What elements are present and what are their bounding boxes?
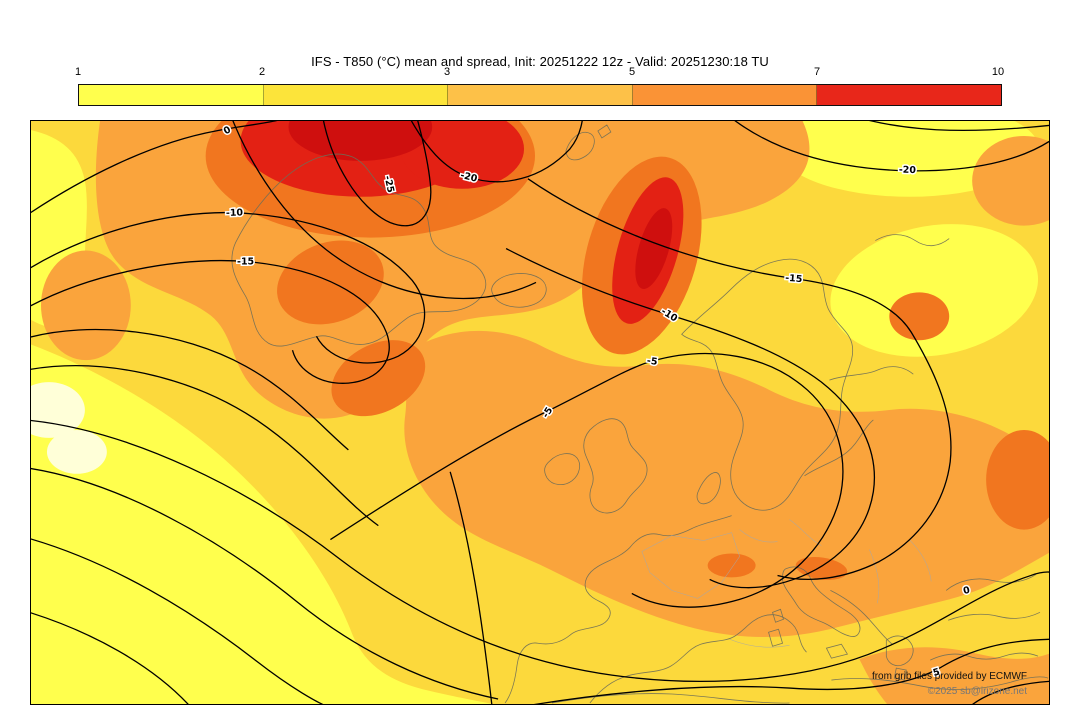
contour-label: -10 (226, 207, 244, 219)
colorbar-tick: 3 (443, 66, 451, 78)
colorbar-segment (263, 85, 449, 105)
attribution: from grib files provided by ECMWF ©2025 … (872, 670, 1027, 699)
chart-title: IFS - T850 (°C) mean and spread, Init: 2… (311, 54, 769, 69)
colorbar-tick: 7 (813, 66, 821, 78)
temperature-contours (31, 121, 1049, 704)
spread-shading (31, 121, 1049, 704)
colorbar-segment (79, 85, 264, 105)
colorbar (78, 84, 1002, 106)
attribution-copyright: ©2025 sb@irizone.net (927, 685, 1027, 697)
colorbar-tick-labels: 1 2 3 5 7 10 (0, 66, 1080, 80)
colorbar-segment (632, 85, 818, 105)
country-borders (641, 519, 932, 648)
contour-label: -15 (785, 273, 803, 285)
contour-label: -5 (646, 356, 658, 368)
weather-map: 0 -10 -15 -25 -20 -20 -15 -10 -5 -5 0 5 … (30, 120, 1050, 705)
colorbar-segment (817, 85, 1001, 105)
colorbar-tick: 10 (991, 66, 1005, 78)
contour-label: -15 (237, 257, 254, 268)
weather-map-svg: 0 -10 -15 -25 -20 -20 -15 -10 -5 -5 0 5 (31, 121, 1049, 704)
coastlines (231, 124, 1049, 704)
colorbar-tick: 2 (258, 66, 266, 78)
colorbar-segment (448, 85, 633, 105)
colorbar-tick: 1 (74, 66, 82, 78)
contour-label: -25 (382, 175, 396, 194)
attribution-source: from grib files provided by ECMWF (871, 671, 1027, 682)
colorbar-tick: 5 (628, 66, 636, 78)
contour-label: -20 (899, 165, 917, 177)
